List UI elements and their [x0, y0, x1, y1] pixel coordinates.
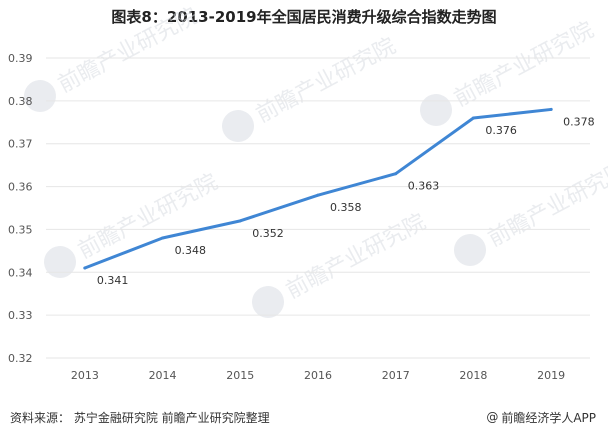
watermark-logo-icon	[252, 286, 284, 318]
data-label: 0.376	[485, 124, 517, 137]
data-label: 0.352	[252, 227, 283, 240]
data-point	[394, 172, 398, 176]
watermark-text: 前瞻产业研究院	[450, 18, 598, 112]
x-tick-label: 2014	[149, 369, 177, 382]
watermark-logo-icon	[222, 110, 254, 142]
data-point	[83, 266, 87, 270]
footer: 资料来源： 苏宁金融研究院 前瞻产业研究院整理 @ 前瞻经济学人APP	[10, 408, 596, 426]
watermark-text: 前瞻产业研究院	[252, 34, 400, 128]
data-point	[161, 236, 165, 240]
watermark-text: 前瞻产业研究院	[54, 4, 202, 98]
y-tick-label: 0.32	[8, 352, 33, 365]
brand-label: 前瞻经济学人APP	[501, 410, 596, 425]
data-label: 0.348	[175, 244, 207, 257]
x-tick-label: 2015	[226, 369, 254, 382]
watermark-logo-icon	[44, 246, 76, 278]
x-tick-label: 2018	[459, 369, 487, 382]
y-tick-label: 0.39	[8, 52, 33, 65]
data-point	[471, 116, 475, 120]
data-labels: 0.341 0.348 0.352 0.358 0.363 0.376 0.378	[97, 115, 595, 287]
data-point	[316, 193, 320, 197]
source-note: 资料来源： 苏宁金融研究院 前瞻产业研究院整理	[10, 410, 270, 425]
x-tick-label: 2019	[537, 369, 565, 382]
x-tick-label: 2016	[304, 369, 332, 382]
data-point	[549, 107, 553, 111]
grid-lines	[46, 57, 590, 359]
watermark: 前瞻产业研究院	[44, 170, 222, 278]
data-point	[238, 219, 242, 223]
weibo-at-icon: @	[486, 410, 499, 424]
brand: @ 前瞻经济学人APP	[486, 409, 596, 426]
y-tick-label: 0.34	[8, 266, 33, 279]
watermark-logo-icon	[454, 234, 486, 266]
y-tick-label: 0.33	[8, 309, 33, 322]
watermark: 前瞻产业研究院	[454, 158, 608, 266]
watermark: 前瞻产业研究院	[252, 210, 430, 318]
x-tick-label: 2017	[382, 369, 410, 382]
data-label: 0.363	[408, 180, 440, 193]
x-axis: 2013 2014 2015 2016 2017 2018 2019	[71, 369, 565, 382]
y-tick-label: 0.35	[8, 223, 33, 236]
watermark: 前瞻产业研究院	[23, 4, 202, 112]
x-tick-label: 2013	[71, 369, 99, 382]
y-tick-label: 0.37	[8, 138, 33, 151]
watermark-logo-icon	[23, 80, 56, 112]
series-layer	[83, 107, 553, 270]
watermark: 前瞻产业研究院	[222, 34, 400, 142]
y-axis: 0.32 0.33 0.34 0.35 0.36 0.37 0.38 0.39	[8, 52, 33, 365]
watermark-text: 前瞻产业研究院	[484, 158, 608, 252]
watermark-logo-icon	[420, 94, 452, 126]
chart-title: 图表8：2013-2019年全国居民消费升级综合指数走势图	[111, 8, 497, 26]
data-label: 0.378	[563, 115, 595, 128]
data-label: 0.341	[97, 274, 129, 287]
y-tick-label: 0.36	[8, 181, 33, 194]
y-tick-label: 0.38	[8, 95, 33, 108]
watermark-text: 前瞻产业研究院	[282, 210, 430, 304]
data-label: 0.358	[330, 201, 362, 214]
